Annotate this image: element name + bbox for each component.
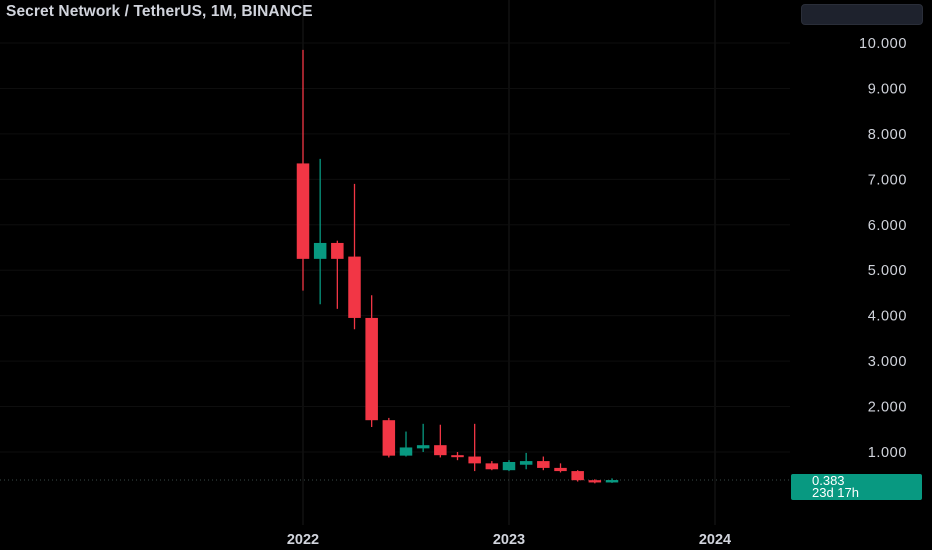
price-tick-label: 5.000: [868, 263, 907, 279]
time-tick-label: 2023: [493, 532, 525, 548]
candle: [537, 456, 550, 471]
bar-countdown: 23d 17h: [812, 485, 859, 500]
candle-body: [605, 480, 619, 483]
candle: [519, 452, 533, 470]
price-tick-label: 7.000: [868, 172, 907, 188]
candle-body: [382, 420, 396, 456]
candle: [296, 49, 310, 291]
candle-body: [348, 256, 361, 318]
candle: [416, 423, 430, 452]
price-tick-label: 9.000: [868, 81, 907, 97]
candle-body: [537, 461, 550, 468]
last-price-label: 0.383 23d 17h: [791, 474, 922, 500]
price-tick-label: 10.000: [859, 36, 907, 52]
candle: [451, 452, 464, 461]
candle-body: [519, 461, 533, 465]
candle: [365, 295, 378, 428]
candle-body: [485, 463, 499, 470]
toolbar-button[interactable]: [801, 4, 923, 25]
price-tick-label: 3.000: [868, 354, 907, 370]
candle: [571, 470, 584, 482]
candle: [434, 424, 447, 458]
price-axis[interactable]: 10.000 9.000 8.000 7.000 6.000 5.000 4.000 3.00…: [859, 36, 907, 461]
price-tick-label: 2.000: [868, 400, 907, 416]
candle-body: [571, 471, 584, 481]
candle-body: [365, 317, 378, 421]
candle-body: [416, 445, 430, 449]
candle: [588, 479, 602, 484]
candle-body: [296, 163, 310, 259]
candle-body: [451, 455, 464, 458]
candle-body: [468, 456, 481, 464]
candle: [485, 461, 499, 471]
last-price-value: 0.383: [812, 473, 845, 488]
candle: [468, 423, 481, 472]
price-tick-label: 8.000: [868, 127, 907, 143]
candle-body: [434, 445, 447, 456]
candle: [605, 478, 619, 483]
chart-title: Secret Network / TetherUS, 1M, BINANCE: [6, 3, 313, 20]
price-tick-label: 4.000: [868, 309, 907, 325]
candle: [399, 431, 413, 457]
time-tick-label: 2024: [699, 532, 731, 548]
candle-body: [313, 242, 327, 259]
candle-body: [588, 480, 602, 483]
candle-body: [554, 467, 567, 472]
candle: [502, 460, 516, 472]
candle: [313, 158, 327, 305]
candles: [296, 49, 619, 484]
time-axis[interactable]: 2022 2023 2024: [287, 532, 731, 548]
candle-body: [399, 447, 413, 456]
candle: [348, 183, 361, 330]
time-tick-label: 2022: [287, 532, 319, 548]
candle: [382, 417, 396, 458]
price-tick-label: 6.000: [868, 218, 907, 234]
candle-body: [331, 242, 344, 259]
candle-body: [502, 461, 516, 471]
price-tick-label: 1.000: [868, 445, 907, 461]
candle: [554, 463, 567, 473]
candle: [331, 240, 344, 309]
